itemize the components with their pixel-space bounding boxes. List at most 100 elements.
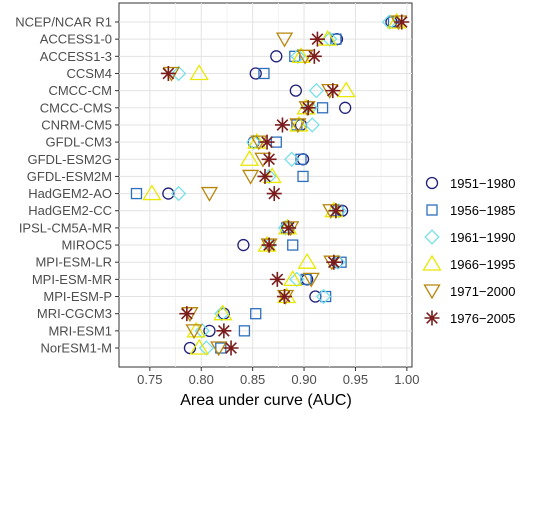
y-tick-label: ACCESS1-3	[40, 49, 112, 64]
data-point	[245, 134, 262, 150]
data-point	[302, 272, 320, 288]
data-point	[162, 187, 175, 200]
data-point	[277, 289, 293, 305]
data-point	[322, 31, 338, 47]
data-point	[394, 14, 410, 30]
data-point	[281, 220, 297, 236]
y-tick-label: NCEP/NCAR R1	[15, 15, 112, 30]
data-point	[324, 201, 344, 218]
data-point	[269, 271, 285, 287]
data-point	[170, 185, 187, 202]
x-tick-label: 0.90	[291, 372, 316, 387]
data-point	[194, 323, 210, 339]
data-point	[216, 323, 232, 339]
y-tick-label: GFDL-CM3	[46, 135, 112, 150]
data-point	[306, 48, 322, 64]
data-point	[238, 325, 251, 337]
legend-key-triangle-down	[423, 284, 441, 300]
y-tick-label: CCSM4	[66, 66, 112, 81]
x-tick-label: 0.75	[137, 372, 162, 387]
y-tick-label: IPSL-CM5A-MR	[19, 220, 112, 235]
y-tick-label: GFDL-ESM2M	[27, 169, 112, 184]
data-point	[183, 341, 197, 355]
data-point	[186, 321, 206, 338]
x-axis: 0.75 0.80 0.85 0.90 0.95 1.00	[137, 367, 420, 387]
legend-label: 1956−1985	[450, 203, 515, 218]
data-point	[287, 239, 299, 251]
y-tick-label: GFDL-ESM2G	[27, 152, 112, 167]
data-point	[261, 237, 277, 253]
data-point	[189, 64, 209, 81]
data-point	[189, 338, 209, 355]
y-tick-label: MPI-ESM-P	[43, 289, 112, 304]
data-point	[258, 67, 270, 80]
data-point	[203, 324, 216, 337]
data-point	[300, 273, 312, 286]
y-tick-label: MRI-ESM1	[48, 323, 112, 338]
data-point	[185, 324, 203, 340]
data-point	[266, 186, 282, 202]
data-point	[261, 151, 277, 167]
data-point	[130, 187, 143, 200]
data-point	[309, 31, 325, 47]
y-tick-label: NorESM1-M	[40, 341, 112, 356]
data-point	[270, 50, 283, 63]
data-point	[249, 67, 262, 80]
data-point	[283, 270, 303, 287]
data-point	[289, 271, 305, 288]
data-point	[142, 184, 162, 201]
legend: 1951−1980 1956−1985 1961−1990 1966−1995 1971…	[422, 176, 515, 326]
data-point	[297, 170, 309, 183]
legend-label: 1976−2005	[450, 311, 515, 326]
data-point	[213, 304, 233, 321]
x-tick-label: 0.85	[240, 372, 265, 387]
data-point	[297, 252, 317, 269]
data-point	[290, 48, 306, 65]
data-point	[198, 340, 215, 356]
y-tick-label: CMCC-CMS	[40, 100, 113, 115]
data-point	[241, 169, 260, 185]
data-point	[160, 65, 176, 81]
x-tick-label: 0.80	[189, 372, 214, 387]
data-point	[179, 306, 195, 322]
data-point	[326, 254, 342, 270]
data-point	[325, 83, 341, 99]
data-point	[223, 340, 239, 356]
y-tick-label: MPI-ESM-MR	[32, 272, 112, 287]
legend-key-circle	[425, 176, 439, 190]
legend-label: 1961−1990	[450, 230, 515, 245]
y-tick-label: MRI-CGCM3	[37, 306, 112, 321]
data-point	[291, 47, 311, 63]
x-axis-label: Area under curve (AUC)	[180, 392, 352, 409]
data-point	[289, 118, 307, 134]
data-point	[210, 341, 228, 357]
data-point	[315, 288, 332, 305]
data-point	[289, 50, 301, 62]
data-point	[250, 308, 262, 320]
data-point	[247, 132, 267, 149]
legend-label: 1971−2000	[450, 284, 515, 299]
data-point	[304, 117, 320, 133]
data-point	[257, 168, 273, 184]
legend-key-triangle	[422, 254, 442, 271]
data-point	[257, 235, 277, 252]
data-point	[300, 100, 316, 116]
legend-key-asterisk	[424, 310, 440, 326]
y-tick-label: CMCC-CM	[48, 83, 112, 98]
y-tick-label: HadGEM2-AO	[28, 186, 112, 201]
plot-panel	[118, 2, 413, 368]
data-point	[339, 101, 352, 114]
y-axis: NCEP/NCAR R1 ACCESS1-0 ACCESS1-3 CCSM4 CMCC-…	[15, 15, 119, 356]
x-tick-label: 0.95	[343, 372, 368, 387]
data-point	[318, 29, 338, 46]
data-point	[239, 150, 260, 166]
data-point	[336, 81, 356, 98]
data-marks	[130, 12, 410, 357]
data-point	[308, 82, 325, 99]
y-tick-label: MIROC5	[61, 238, 112, 253]
legend-label: 1966−1995	[450, 257, 515, 272]
data-point	[328, 203, 344, 219]
data-point	[237, 238, 250, 252]
